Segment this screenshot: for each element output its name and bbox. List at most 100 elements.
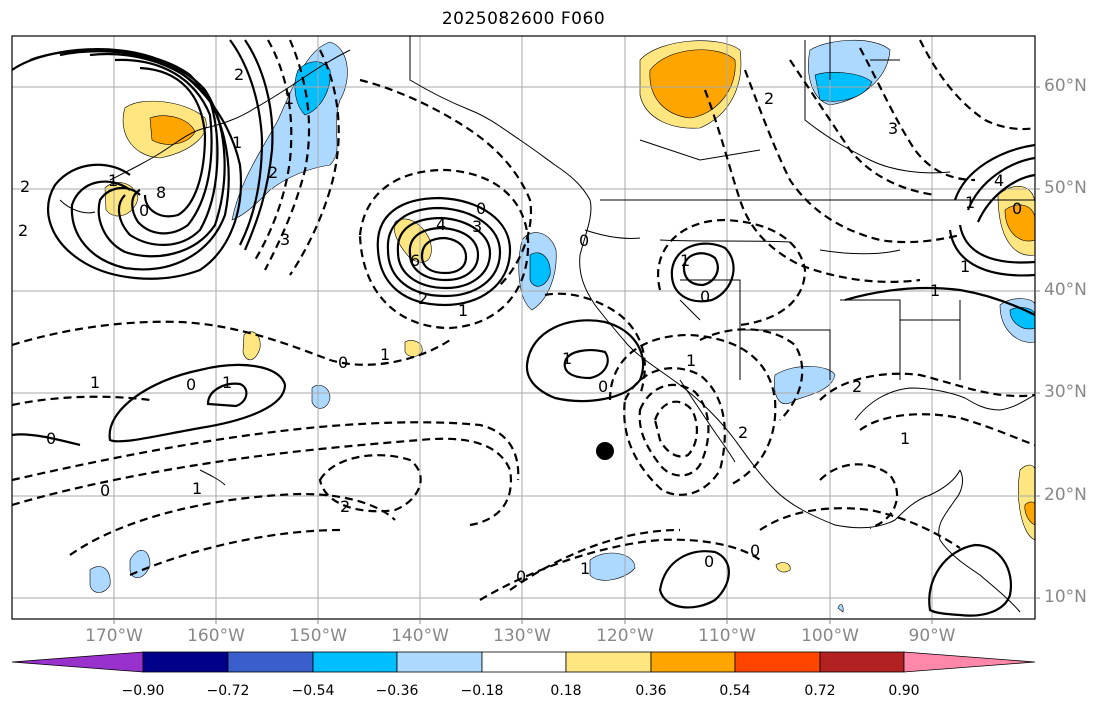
colorbar-segment: [142, 651, 229, 673]
colorbar-segment: [650, 651, 736, 673]
contour-label: 1: [960, 257, 970, 276]
colorbar-segment: [312, 651, 398, 673]
contour-solid: [844, 286, 1035, 316]
contour-label: 1: [965, 193, 975, 212]
colorbar-tick-label: −0.36: [375, 683, 419, 699]
contour-label: 0: [704, 552, 714, 571]
lat-label: 60°N: [1044, 76, 1087, 96]
contour-dashed: [919, 39, 1035, 131]
shade-yellow: [775, 562, 791, 573]
contour-label: 0: [750, 541, 760, 560]
contour-solid: [958, 224, 1035, 264]
contour-label: 4: [436, 215, 446, 234]
lon-label: 120°W: [596, 626, 654, 646]
shade-orange: [1024, 501, 1035, 526]
colorbar-tick-label: 0.36: [635, 683, 667, 699]
contour-dashed: [12, 395, 151, 407]
contour-dashed: [479, 538, 761, 601]
contour-label: 0: [46, 429, 56, 448]
contour-dashed: [318, 454, 422, 513]
contour-label: 1: [192, 479, 202, 498]
contour-label: 0: [516, 567, 526, 586]
colorbar-tick-label: 0.72: [804, 683, 836, 699]
contour-label: 0: [476, 199, 486, 218]
contour-solid: [206, 382, 248, 408]
contour-label: 1: [686, 351, 696, 370]
contour-solid: [948, 229, 1035, 277]
tick-marks: [113, 86, 1040, 624]
contour-dashed: [544, 292, 646, 396]
contours: [12, 39, 1035, 617]
coastlines: [59, 36, 1035, 613]
lat-label: 30°N: [1044, 382, 1087, 402]
contour-dashed: [608, 333, 777, 486]
lat-label: 50°N: [1044, 178, 1087, 198]
shade-yellow: [242, 331, 261, 361]
colorbar-tick-label: −0.90: [121, 683, 165, 699]
contour-label: 0: [186, 375, 196, 394]
contour-solid: [953, 143, 1035, 201]
lon-label: 140°W: [391, 626, 449, 646]
contour-label: 1: [284, 89, 294, 108]
colorbar-tick-label: 0.18: [550, 683, 582, 699]
shade-orange: [649, 49, 736, 119]
contour-label: 2: [418, 289, 428, 308]
contour-solid: [12, 433, 81, 447]
contour-solid: [108, 363, 287, 443]
contour-dashed: [12, 320, 451, 366]
contour-dashed: [129, 528, 341, 577]
contour-dashed: [703, 89, 921, 283]
colorbar-segment: [227, 651, 314, 673]
contour-label: 1: [680, 251, 690, 270]
lon-label: 150°W: [289, 626, 347, 646]
contour-solid: [396, 216, 492, 290]
contour-label: 8: [156, 183, 166, 202]
contour-solid: [59, 50, 226, 258]
contour-dashed: [819, 372, 1035, 401]
contour-label: 6: [410, 251, 420, 270]
colorbar-segment: [903, 651, 1036, 673]
contour-label: 3: [280, 230, 290, 249]
shade-lightblue: [774, 366, 836, 405]
lon-label: 100°W: [801, 626, 859, 646]
contour-solid: [243, 39, 274, 251]
gridlines: [12, 36, 1035, 619]
contour-label: 0: [1012, 199, 1022, 218]
contour-dashed: [699, 328, 804, 421]
colorbar-tick-label: −0.18: [460, 683, 504, 699]
contour-label: 2: [20, 177, 30, 196]
lon-label: 90°W: [908, 626, 956, 646]
contour-solid: [420, 236, 468, 275]
contour-dashed: [789, 59, 936, 197]
contour-solid: [966, 156, 1035, 211]
contour-label: 3: [472, 217, 482, 236]
contour-solid: [386, 206, 502, 298]
lat-label: 40°N: [1044, 280, 1087, 300]
contour-label: 2: [234, 65, 244, 84]
colorbar-tick-label: 0.90: [888, 683, 920, 699]
shade-yellow: [404, 340, 423, 357]
contour-label: 1: [380, 345, 390, 364]
contour-label: 1: [930, 281, 940, 300]
colorbar-tick-label: 0.54: [719, 683, 751, 699]
contour-label: 1: [900, 429, 910, 448]
colorbar-segment: [11, 651, 144, 673]
lon-label: 110°W: [698, 626, 756, 646]
map-content: 0 1 2 3 8 2 4 3 0 6 1 2 0 1 0 1 0 1 0 1 …: [12, 36, 1035, 619]
lat-label: 10°N: [1044, 587, 1087, 607]
contour-dashed: [254, 39, 293, 261]
contour-dashed: [12, 421, 520, 482]
contour-label: 0: [700, 287, 710, 306]
contour-dashed: [12, 437, 513, 527]
contour-label: 2: [268, 163, 278, 182]
shade-blue: [529, 252, 551, 287]
colorbar-segment: [734, 651, 821, 673]
contour-solid: [670, 242, 735, 303]
contour-dashed: [819, 463, 899, 530]
colorbar-segment: [565, 651, 652, 673]
contour-label: 1: [90, 373, 100, 392]
contour-label: 2: [340, 497, 350, 516]
contour-dashed: [657, 218, 807, 327]
contour-label: 1: [108, 171, 118, 190]
